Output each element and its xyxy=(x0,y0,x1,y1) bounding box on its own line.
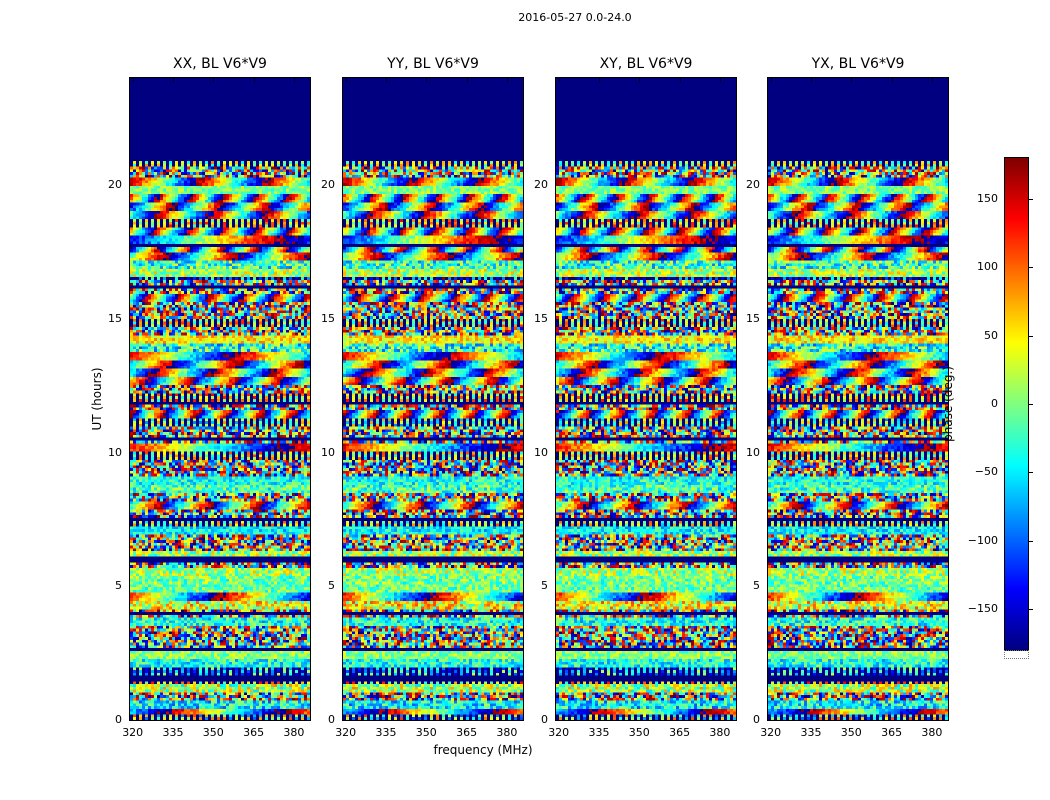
x-axis-label: frequency (MHz) xyxy=(433,743,533,757)
y-tick-label: 15 xyxy=(321,311,335,325)
y-tick-label: 15 xyxy=(746,311,760,325)
y-tick-label: 15 xyxy=(534,311,548,325)
y-tick-label: 20 xyxy=(321,178,335,191)
x-tick-mark xyxy=(173,78,174,82)
x-tick-mark xyxy=(386,78,387,82)
x-tick-mark xyxy=(811,78,812,82)
y-tick-label: 0 xyxy=(541,713,548,726)
colorbar-tick-label: 50 xyxy=(984,328,998,342)
x-tick-label: 335 xyxy=(588,726,610,739)
x-tick-mark xyxy=(851,78,852,82)
x-tick-mark xyxy=(133,78,134,82)
y-tick-label: 10 xyxy=(534,445,548,459)
x-tick-label: 380 xyxy=(709,726,731,739)
x-tick-label: 320 xyxy=(548,726,570,739)
panel-title-xx: XX, BL V6*V9 xyxy=(173,56,267,72)
y-tick-label: 10 xyxy=(746,445,760,459)
colorbar-tick-label: 150 xyxy=(977,192,998,205)
y-tick-label: 0 xyxy=(328,713,335,726)
colorbar-tick-mark xyxy=(1029,609,1033,610)
panel-title-xy: XY, BL V6*V9 xyxy=(599,56,693,72)
x-tick-label: 320 xyxy=(760,726,782,739)
x-tick-mark xyxy=(346,78,347,82)
panel-title-yx: YX, BL V6*V9 xyxy=(811,56,905,72)
heatmap-canvas-yy xyxy=(343,78,523,720)
x-tick-label: 335 xyxy=(162,726,184,739)
colorbar-extend-box xyxy=(1004,650,1029,659)
y-tick-label: 0 xyxy=(753,713,760,726)
colorbar-tick-label: −50 xyxy=(974,465,998,479)
x-tick-mark xyxy=(213,78,214,82)
x-tick-mark xyxy=(771,78,772,82)
heatmap-panel-xy xyxy=(555,77,737,721)
x-tick-mark xyxy=(467,78,468,82)
y-tick-label: 0 xyxy=(115,713,122,726)
figure-title: 2016-05-27 0.0-24.0 xyxy=(518,11,632,24)
colorbar-tick-mark xyxy=(1029,541,1033,542)
x-tick-mark xyxy=(892,78,893,82)
y-tick-label: 10 xyxy=(108,445,122,459)
colorbar-label: phase (deg.) xyxy=(941,366,955,442)
x-tick-mark xyxy=(559,78,560,82)
colorbar-tick-label: −100 xyxy=(967,533,998,547)
x-tick-label: 350 xyxy=(415,726,437,739)
x-tick-label: 320 xyxy=(122,726,144,739)
colorbar-tick-mark xyxy=(1029,199,1033,200)
colorbar-tick-mark xyxy=(1029,404,1033,405)
x-tick-label: 365 xyxy=(243,726,265,739)
y-tick-label: 20 xyxy=(108,178,122,191)
x-tick-mark xyxy=(599,78,600,82)
heatmap-canvas-xy xyxy=(556,78,736,720)
x-tick-label: 320 xyxy=(335,726,357,739)
y-tick-label: 15 xyxy=(108,311,122,325)
y-tick-label: 10 xyxy=(321,445,335,459)
y-tick-label: 5 xyxy=(328,579,335,593)
x-tick-label: 365 xyxy=(881,726,903,739)
heatmap-canvas-yx xyxy=(768,78,948,720)
x-tick-label: 380 xyxy=(496,726,518,739)
panel-title-yy: YY, BL V6*V9 xyxy=(387,56,479,72)
x-tick-mark xyxy=(426,78,427,82)
x-tick-mark xyxy=(254,78,255,82)
y-tick-label: 20 xyxy=(746,178,760,191)
x-tick-mark xyxy=(720,78,721,82)
colorbar-tick-label: 0 xyxy=(991,397,998,410)
colorbar-frame xyxy=(1004,157,1029,651)
colorbar-gradient xyxy=(1005,158,1028,650)
x-tick-label: 365 xyxy=(669,726,691,739)
x-tick-mark xyxy=(639,78,640,82)
x-tick-mark xyxy=(507,78,508,82)
x-tick-label: 350 xyxy=(628,726,650,739)
x-tick-label: 335 xyxy=(800,726,822,739)
x-tick-label: 335 xyxy=(375,726,397,739)
x-tick-label: 350 xyxy=(202,726,224,739)
y-tick-label: 5 xyxy=(753,579,760,593)
x-tick-label: 365 xyxy=(456,726,478,739)
y-tick-label: 5 xyxy=(115,579,122,593)
colorbar-tick-mark xyxy=(1029,267,1033,268)
heatmap-panel-xx xyxy=(129,77,311,721)
x-tick-label: 380 xyxy=(283,726,305,739)
x-tick-mark xyxy=(294,78,295,82)
heatmap-panel-yx xyxy=(767,77,949,721)
heatmap-panel-yy xyxy=(342,77,524,721)
x-tick-mark xyxy=(932,78,933,82)
colorbar-tick-mark xyxy=(1029,472,1033,473)
heatmap-canvas-xx xyxy=(130,78,310,720)
colorbar-tick-mark xyxy=(1029,336,1033,337)
y-axis-label: UT (hours) xyxy=(90,367,104,431)
x-tick-label: 350 xyxy=(840,726,862,739)
colorbar-tick-label: 100 xyxy=(977,260,998,274)
y-tick-label: 20 xyxy=(534,178,548,191)
x-tick-mark xyxy=(680,78,681,82)
x-tick-label: 380 xyxy=(921,726,943,739)
y-tick-label: 5 xyxy=(541,579,548,593)
colorbar-tick-label: −150 xyxy=(967,602,998,615)
